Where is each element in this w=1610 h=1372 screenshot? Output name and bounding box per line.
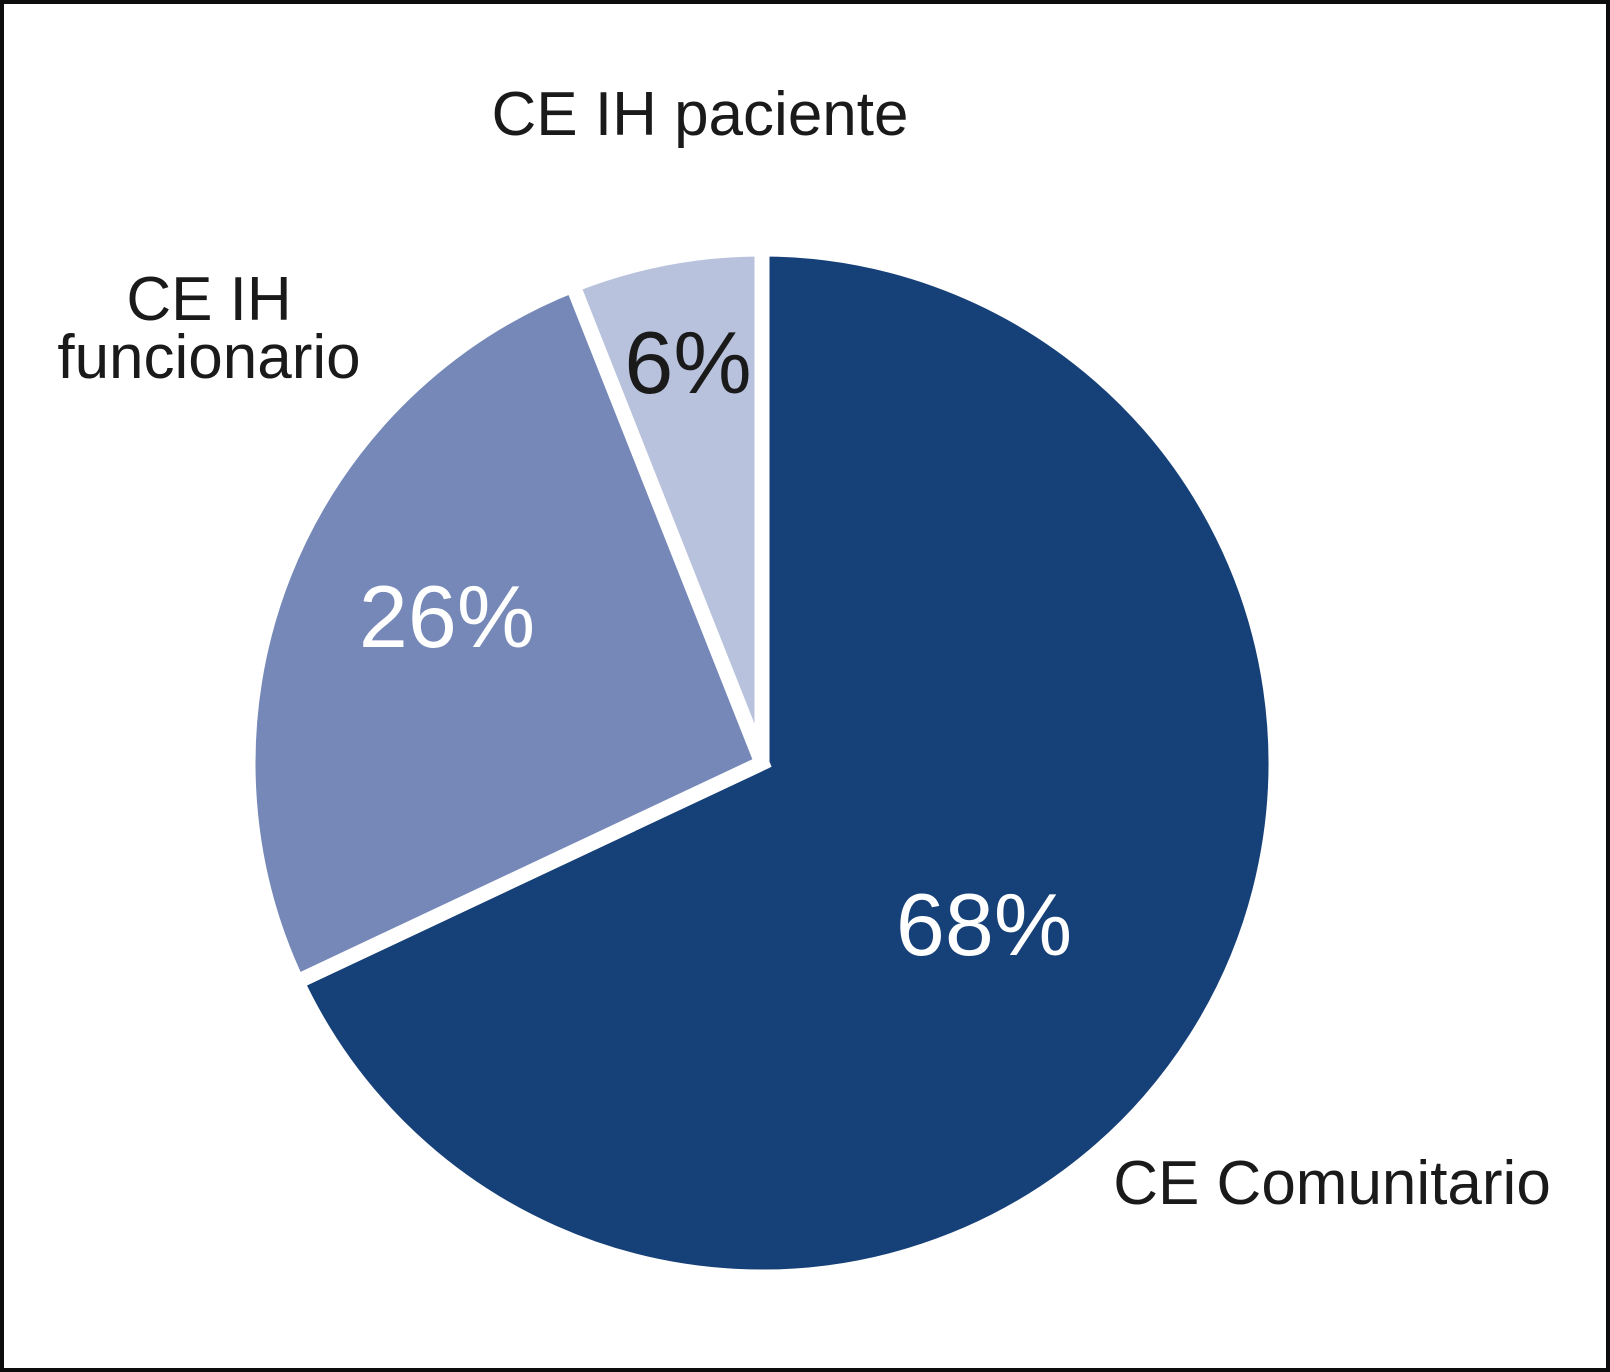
slice-value-ce-comunitario: 68%: [895, 875, 1073, 974]
pie-slice-ce-comunitario: [286, 241, 1284, 1285]
slice-label-ce-comunitario: CE Comunitario: [1113, 1149, 1551, 1218]
slice-label-ce-ih-paciente: CE IH paciente: [491, 80, 909, 149]
pie-slice-ce-ih-funcionario: [240, 275, 772, 992]
slice-value-ce-ih-paciente: 6%: [624, 313, 752, 412]
pie-slice-ce-ih-paciente: [563, 241, 770, 766]
slice-label-ce-ih-funcionario: CE IH funcionario: [57, 265, 361, 392]
slice-value-ce-ih-funcionario: 26%: [358, 567, 536, 666]
